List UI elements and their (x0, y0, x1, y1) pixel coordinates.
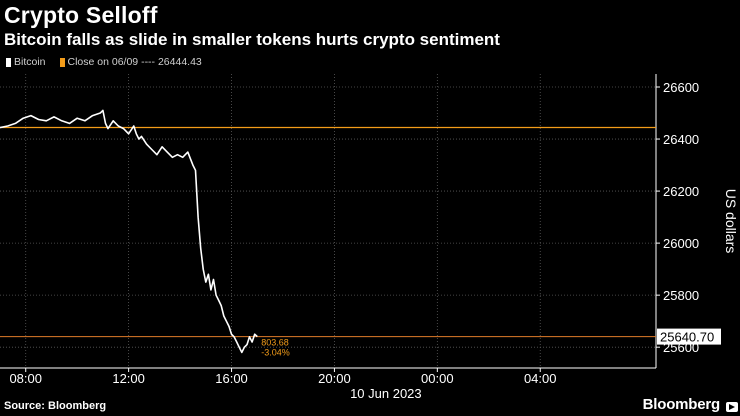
y-tick-label: 25800 (663, 288, 699, 303)
bitcoin-series-line (0, 109, 258, 354)
y-tick-label: 26000 (663, 236, 699, 251)
x-date-label: 10 Jun 2023 (350, 386, 422, 401)
change-annotation: 803.68 (261, 338, 289, 348)
x-tick-label: 08:00 (9, 371, 42, 386)
legend-bitcoin-swatch (6, 57, 11, 67)
last-value-box (657, 328, 721, 345)
source-note: Source: Bloomberg (4, 400, 107, 412)
percent-change-annotation: -3.04% (261, 348, 290, 358)
y-tick-label: 26600 (663, 80, 699, 95)
legend-close-swatch (59, 57, 65, 67)
x-tick-label: 20:00 (318, 371, 351, 386)
legend-bitcoin-label: Bitcoin (14, 56, 46, 68)
y-tick-label: 26400 (663, 132, 699, 147)
x-tick-label: 00:00 (421, 371, 454, 386)
play-icon (726, 402, 738, 412)
x-tick-label: 12:00 (112, 371, 145, 386)
x-tick-label: 04:00 (524, 371, 557, 386)
bloomberg-logo: Bloomberg (642, 396, 721, 413)
y-axis-title: US dollars (723, 189, 739, 254)
last-value-label: 25640.70 (660, 330, 714, 345)
x-tick-label: 16:00 (215, 371, 248, 386)
legend-close-label: Close on 06/09 ---- 26444.43 (67, 56, 202, 68)
chart-title: Crypto Selloff (4, 2, 158, 28)
legend: Bitcoin Close on 06/09 ---- 26444.43 (6, 56, 202, 68)
y-tick-label: 26200 (663, 184, 699, 199)
chart-subtitle: Bitcoin falls as slide in smaller tokens… (4, 30, 500, 49)
